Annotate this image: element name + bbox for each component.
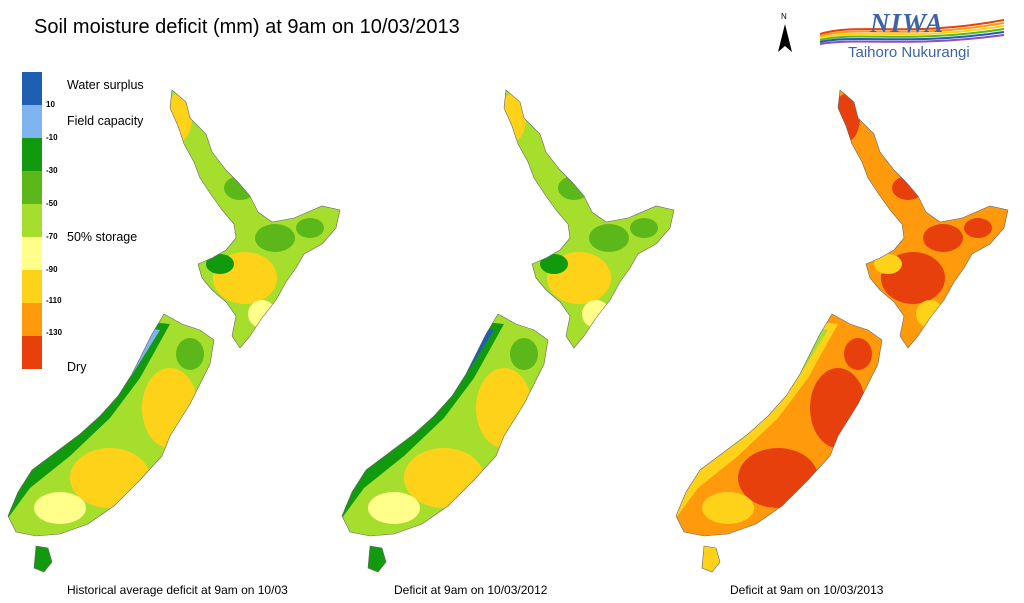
logo-wordmark: NIWA bbox=[870, 8, 945, 38]
moist-patch bbox=[296, 218, 324, 238]
dry-patch bbox=[170, 94, 192, 142]
map-2012 bbox=[341, 89, 675, 573]
south-island-coast bbox=[7, 313, 215, 537]
rainbow-swoosh-icon bbox=[819, 19, 1005, 45]
south-island bbox=[8, 314, 214, 536]
map-title: Soil moisture deficit (mm) at 9am on 10/… bbox=[34, 16, 460, 38]
legend-tick: -70 bbox=[46, 232, 58, 241]
logo-subtitle: Taihoro Nukurangi bbox=[848, 44, 970, 61]
stewart-island bbox=[33, 545, 53, 573]
moist-patch bbox=[923, 224, 963, 252]
north-label: N bbox=[781, 12, 787, 21]
north-island-coast bbox=[169, 89, 341, 349]
south-island bbox=[342, 314, 548, 536]
north-island-fill bbox=[504, 90, 674, 348]
legend-colorbar bbox=[22, 72, 42, 370]
legend-label-dry: Dry bbox=[67, 360, 87, 374]
legend-label-field-capacity: Field capacity bbox=[67, 114, 144, 128]
legend-swatch bbox=[22, 336, 42, 369]
map-historical bbox=[7, 89, 341, 573]
legend-tick: -30 bbox=[46, 166, 58, 175]
north-island bbox=[170, 90, 340, 348]
south-island-coast bbox=[675, 313, 883, 537]
legend-swatch bbox=[22, 72, 42, 105]
pale-patch bbox=[368, 492, 420, 524]
niwa-logo: NIWA Taihoro Nukurangi bbox=[818, 8, 1008, 68]
dry-patch bbox=[504, 94, 526, 142]
moist-patch bbox=[558, 176, 590, 200]
legend-swatch bbox=[22, 237, 42, 270]
legend-swatch bbox=[22, 171, 42, 204]
legend-label-surplus: Water surplus bbox=[67, 78, 144, 92]
north-island bbox=[838, 90, 1008, 348]
moist-patch bbox=[176, 338, 204, 370]
moist-patch bbox=[224, 176, 256, 200]
north-island bbox=[504, 90, 674, 348]
caption-2013: Deficit at 9am on 10/03/2013 bbox=[730, 583, 884, 597]
legend-tick: -90 bbox=[46, 265, 58, 274]
moist-patch bbox=[510, 338, 538, 370]
legend-swatch bbox=[22, 138, 42, 171]
legend-tick: -50 bbox=[46, 199, 58, 208]
legend-swatch bbox=[22, 105, 42, 138]
moist-patch bbox=[964, 218, 992, 238]
moist-patch bbox=[874, 254, 902, 274]
caption-2012: Deficit at 9am on 10/03/2012 bbox=[394, 583, 548, 597]
moist-patch bbox=[844, 338, 872, 370]
stewart-island bbox=[367, 545, 387, 573]
south-island-coast bbox=[341, 313, 549, 537]
pale-patch bbox=[248, 300, 276, 328]
stewart-island bbox=[701, 545, 721, 573]
north-island-fill bbox=[170, 90, 340, 348]
dry-patch bbox=[738, 448, 818, 508]
north-island-coast bbox=[503, 89, 675, 349]
pale-patch bbox=[916, 300, 944, 328]
north-island-coast bbox=[837, 89, 1009, 349]
pale-patch bbox=[702, 492, 754, 524]
north-arrow-icon bbox=[778, 24, 792, 52]
legend-tick: -110 bbox=[46, 296, 62, 305]
dry-patch bbox=[70, 448, 150, 508]
moist-patch bbox=[589, 224, 629, 252]
caption-historical: Historical average deficit at 9am on 10/… bbox=[67, 583, 288, 597]
legend-swatch bbox=[22, 303, 42, 336]
pale-patch bbox=[34, 492, 86, 524]
legend-swatch bbox=[22, 204, 42, 237]
legend-tick: -10 bbox=[46, 133, 58, 142]
south-island bbox=[676, 314, 882, 536]
moist-patch bbox=[540, 254, 568, 274]
pale-patch bbox=[582, 300, 610, 328]
moist-patch bbox=[892, 176, 924, 200]
map-2013 bbox=[675, 89, 1009, 573]
legend-swatch bbox=[22, 270, 42, 303]
moist-patch bbox=[630, 218, 658, 238]
dry-patch bbox=[838, 94, 860, 142]
dry-patch bbox=[404, 448, 484, 508]
legend-label-storage: 50% storage bbox=[67, 230, 138, 244]
moist-patch bbox=[206, 254, 234, 274]
legend-tick: 10 bbox=[46, 100, 55, 109]
moist-patch bbox=[255, 224, 295, 252]
north-island-fill bbox=[838, 90, 1008, 348]
north-arrow: N bbox=[770, 12, 800, 56]
legend-tick: -130 bbox=[46, 328, 63, 337]
